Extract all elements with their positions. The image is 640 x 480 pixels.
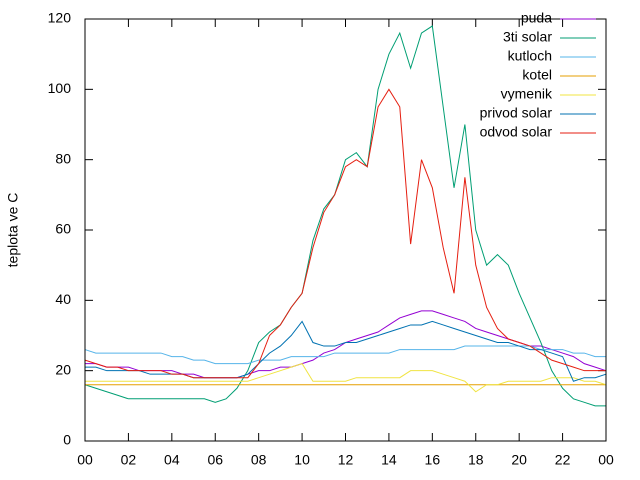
plot-border (84, 18, 607, 442)
x-tick-label: 00 (77, 452, 93, 468)
y-tick-label: 40 (55, 291, 71, 307)
series-line (84, 25, 606, 407)
x-tick-label: 02 (121, 452, 137, 468)
y-tick-label: 80 (55, 150, 71, 166)
series-line (85, 310, 607, 379)
legend-label: puda (521, 10, 552, 26)
x-tick-label: 20 (511, 452, 527, 468)
y-tick-label: 0 (63, 432, 71, 448)
series-line (85, 363, 607, 393)
y-tick-label: 120 (48, 10, 72, 26)
x-tick-label: 12 (338, 452, 354, 468)
x-tick-label: 08 (251, 452, 267, 468)
x-tick-label: 10 (294, 452, 310, 468)
x-tick-label: 18 (468, 452, 484, 468)
x-tick-label: 22 (555, 452, 571, 468)
series-line (85, 320, 607, 382)
legend-label: kotel (522, 67, 552, 83)
x-tick-label: 14 (381, 452, 397, 468)
series-line (84, 88, 606, 379)
y-tick-label: 60 (55, 221, 71, 237)
y-tick-label: 20 (55, 361, 71, 377)
x-tick-label: 00 (598, 452, 614, 468)
x-tick-label: 04 (164, 452, 180, 468)
x-tick-label: 16 (425, 452, 441, 468)
legend-label: vymenik (501, 86, 553, 102)
x-tick-label: 06 (207, 452, 223, 468)
legend-label: kutloch (508, 48, 552, 64)
y-tick-label: 100 (48, 80, 72, 96)
legend-label: privod solar (480, 105, 553, 121)
legend-label: odvod solar (480, 124, 553, 140)
y-axis-label: teplota ve C (5, 193, 21, 268)
legend-label: 3ti solar (503, 29, 552, 45)
